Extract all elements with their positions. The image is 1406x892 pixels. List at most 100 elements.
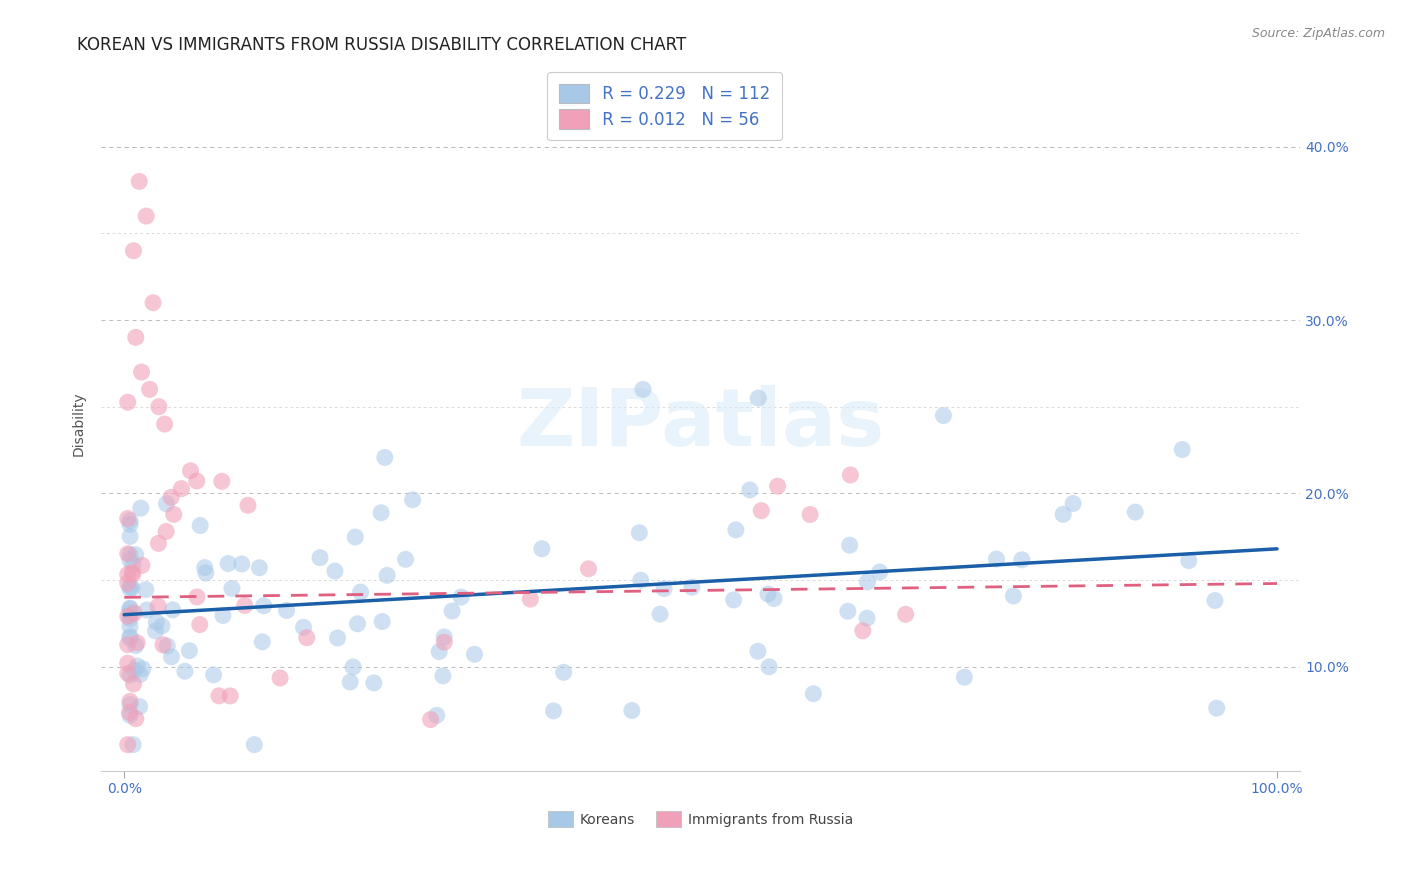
- Point: [869, 565, 891, 579]
- Point: [427, 645, 450, 659]
- Point: [723, 593, 745, 607]
- Point: [463, 647, 485, 661]
- Point: [160, 491, 183, 505]
- Point: [208, 689, 231, 703]
- Point: [117, 609, 139, 624]
- Point: [401, 492, 423, 507]
- Point: [118, 668, 141, 682]
- Point: [252, 635, 274, 649]
- Point: [163, 508, 186, 522]
- Point: [758, 660, 780, 674]
- Point: [724, 523, 747, 537]
- Point: [648, 607, 671, 621]
- Point: [346, 616, 368, 631]
- Point: [174, 664, 197, 678]
- Point: [394, 552, 416, 566]
- Point: [127, 636, 149, 650]
- Point: [1178, 554, 1201, 568]
- Point: [631, 383, 654, 397]
- Point: [1123, 505, 1146, 519]
- Point: [117, 567, 139, 582]
- Point: [441, 604, 464, 618]
- Point: [132, 662, 155, 676]
- Point: [122, 606, 145, 620]
- Point: [243, 738, 266, 752]
- Point: [129, 667, 152, 681]
- Point: [131, 365, 153, 379]
- Point: [152, 638, 174, 652]
- Point: [1205, 701, 1227, 715]
- Point: [124, 639, 146, 653]
- Point: [363, 676, 385, 690]
- Point: [838, 538, 860, 552]
- Point: [766, 479, 789, 493]
- Point: [118, 601, 141, 615]
- Point: [1011, 553, 1033, 567]
- Point: [146, 599, 169, 614]
- Point: [131, 558, 153, 573]
- Point: [763, 591, 786, 606]
- Point: [145, 624, 167, 638]
- Text: ZIPatlas: ZIPatlas: [516, 385, 884, 463]
- Point: [117, 511, 139, 525]
- Point: [202, 668, 225, 682]
- Point: [519, 592, 541, 607]
- Point: [342, 660, 364, 674]
- Point: [118, 629, 141, 643]
- Point: [118, 514, 141, 528]
- Point: [129, 501, 152, 516]
- Point: [553, 665, 575, 680]
- Point: [681, 580, 703, 594]
- Point: [122, 244, 145, 258]
- Point: [122, 567, 145, 582]
- Point: [118, 612, 141, 626]
- Point: [155, 497, 177, 511]
- Point: [432, 669, 454, 683]
- Point: [150, 619, 173, 633]
- Legend: Koreans, Immigrants from Russia: Koreans, Immigrants from Russia: [543, 805, 859, 833]
- Point: [188, 518, 211, 533]
- Point: [419, 713, 441, 727]
- Point: [309, 550, 332, 565]
- Point: [148, 400, 170, 414]
- Point: [118, 619, 141, 633]
- Point: [186, 474, 208, 488]
- Point: [118, 582, 141, 596]
- Point: [530, 541, 553, 556]
- Point: [247, 560, 270, 574]
- Point: [118, 698, 141, 712]
- Point: [135, 582, 157, 597]
- Point: [118, 706, 141, 720]
- Point: [122, 558, 145, 572]
- Point: [170, 482, 193, 496]
- Point: [117, 656, 139, 670]
- Text: KOREAN VS IMMIGRANTS FROM RUSSIA DISABILITY CORRELATION CHART: KOREAN VS IMMIGRANTS FROM RUSSIA DISABIL…: [77, 36, 686, 54]
- Point: [932, 409, 955, 423]
- Text: Source: ZipAtlas.com: Source: ZipAtlas.com: [1251, 27, 1385, 40]
- Point: [186, 590, 208, 604]
- Point: [620, 704, 643, 718]
- Point: [852, 624, 875, 638]
- Point: [180, 464, 202, 478]
- Point: [426, 708, 449, 723]
- Point: [1204, 593, 1226, 607]
- Point: [117, 547, 139, 561]
- Point: [323, 564, 346, 578]
- Point: [652, 582, 675, 596]
- Point: [221, 582, 243, 596]
- Point: [233, 599, 256, 613]
- Point: [117, 395, 139, 409]
- Point: [117, 638, 139, 652]
- Point: [160, 649, 183, 664]
- Point: [212, 608, 235, 623]
- Point: [194, 566, 217, 580]
- Point: [121, 565, 143, 579]
- Point: [118, 606, 141, 620]
- Point: [747, 644, 769, 658]
- Point: [953, 670, 976, 684]
- Point: [118, 632, 141, 646]
- Point: [162, 603, 184, 617]
- Point: [375, 568, 398, 582]
- Point: [127, 659, 149, 673]
- Point: [118, 517, 141, 532]
